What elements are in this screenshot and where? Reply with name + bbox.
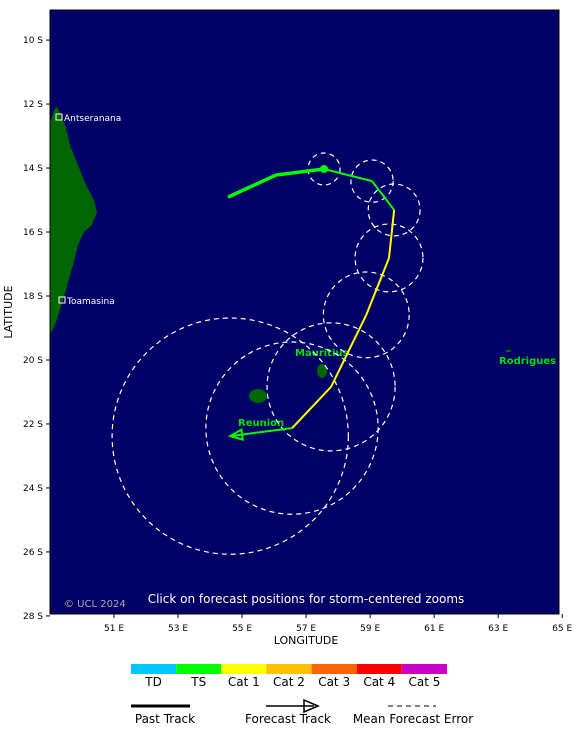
lat-tick-label: 22 S (23, 420, 43, 430)
place-label: Antseranana (64, 114, 121, 124)
ocean (50, 10, 559, 614)
forecast-error-circle[interactable] (266, 322, 396, 452)
mauritius-island (317, 364, 327, 378)
lat-tick-label: 26 S (23, 548, 43, 558)
past-track (227, 167, 325, 199)
map-note: Click on forecast positions for storm-ce… (148, 592, 465, 606)
legend-category: Cat 4 (363, 675, 395, 689)
place-marker (55, 113, 63, 121)
forecast-segment (388, 209, 396, 259)
legend-category: TS (190, 675, 206, 689)
island-label: Rodrigues (499, 356, 556, 367)
lon-tick-label: 65 E (552, 624, 572, 634)
legend-label: Past Track (135, 712, 195, 726)
rodrigues-island (506, 350, 511, 352)
y-axis-label: LATITUDE (2, 285, 15, 338)
legend-swatch (401, 664, 447, 674)
lat-tick-label: 24 S (23, 484, 43, 494)
lat-tick-label: 28 S (23, 612, 43, 622)
copyright: © UCL 2024 (64, 599, 126, 610)
lat-tick-label: 14 S (23, 164, 43, 174)
current-position[interactable] (320, 164, 329, 173)
legend-swatch (221, 664, 267, 674)
lon-tick-label: 61 E (424, 624, 444, 634)
lon-tick-label: 59 E (360, 624, 380, 634)
forecast-segment (371, 180, 395, 211)
forecast-error-circle[interactable] (307, 152, 341, 186)
legend-label: Mean Forecast Error (353, 712, 473, 726)
forecast-error-circle[interactable] (350, 159, 394, 203)
place-label: Toamasina (66, 297, 115, 307)
forecast-arrowhead (227, 427, 244, 441)
legend-swatch (311, 664, 357, 674)
forecast-segment (365, 257, 390, 316)
legend-swatch (131, 664, 177, 674)
forecast-error-circle[interactable] (322, 271, 410, 359)
forecast-error-circle[interactable] (354, 223, 424, 293)
lon-tick-label: 57 E (296, 624, 316, 634)
legend-category: Cat 5 (408, 675, 440, 689)
legend-category: Cat 3 (318, 675, 350, 689)
forecast-segment (291, 386, 332, 429)
forecast-error-circle[interactable] (367, 183, 421, 237)
legend-category: Cat 1 (228, 675, 260, 689)
forecast-segment (323, 168, 373, 183)
lon-tick-label: 53 E (168, 624, 188, 634)
tracks (111, 152, 424, 555)
forecast-arrow-key (303, 698, 320, 714)
forecast-segment (330, 314, 368, 388)
madagascar (50, 106, 97, 335)
legend-swatch (266, 664, 312, 674)
lon-tick-label: 63 E (488, 624, 508, 634)
forecast-segment (230, 427, 293, 438)
lat-tick-label: 12 S (23, 100, 43, 110)
lat-tick-label: 18 S (23, 292, 43, 302)
lat-tick-label: 10 S (23, 36, 43, 46)
legend-category: TD (144, 675, 162, 689)
legend-category: Cat 2 (273, 675, 305, 689)
reunion-island (249, 389, 267, 403)
island-label: Mauritius (295, 348, 349, 359)
map-frame (49, 9, 560, 615)
x-axis-label: LONGITUDE (274, 634, 339, 647)
lon-tick-label: 55 E (232, 624, 252, 634)
legend-label: Forecast Track (245, 712, 331, 726)
lon-tick-label: 51 E (104, 624, 124, 634)
island-label: Reunion (238, 418, 284, 429)
lat-tick-label: 20 S (23, 356, 43, 366)
place-marker (58, 296, 66, 304)
forecast-error-circle[interactable] (111, 317, 349, 555)
legend-swatch (356, 664, 402, 674)
forecast-error-circle[interactable] (205, 341, 379, 515)
lat-tick-label: 16 S (23, 228, 43, 238)
legend-swatch (176, 664, 222, 674)
